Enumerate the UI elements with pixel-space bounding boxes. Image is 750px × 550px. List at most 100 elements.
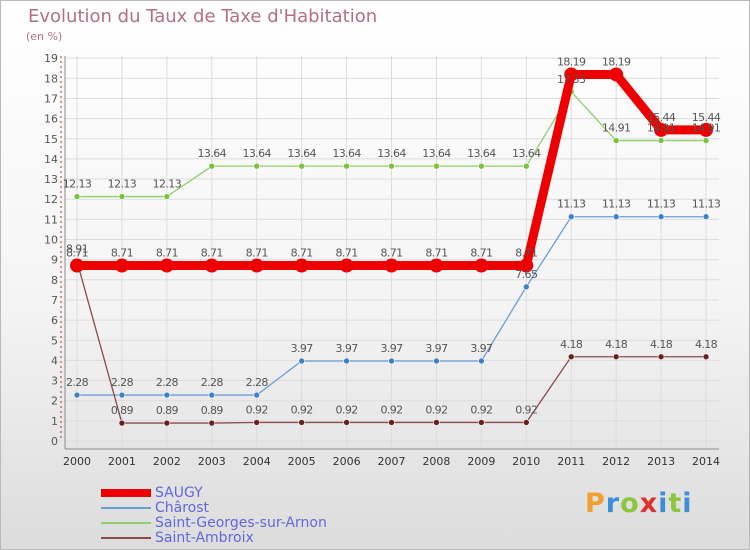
data-point xyxy=(163,193,171,200)
y-tick-label: 18 xyxy=(44,72,58,85)
data-point xyxy=(73,193,81,200)
data-point xyxy=(657,213,665,221)
chart-subtitle: (en %) xyxy=(26,30,63,43)
data-label: 14.91 xyxy=(692,122,721,135)
data-labels-charost: 2.28 2.28 2.28 2.28 2.28 3.97 3.97 3.97 3.97 3.97… xyxy=(66,198,722,389)
x-tick-label: 2014 xyxy=(692,455,720,468)
x-tick-label: 2006 xyxy=(333,455,361,468)
data-point xyxy=(657,137,665,144)
x-tick-label: 2000 xyxy=(63,455,91,468)
y-tick-label: 2 xyxy=(51,395,58,408)
data-label: 0.92 xyxy=(336,403,358,416)
y-tick-label: 7 xyxy=(51,294,58,307)
y-tick-label: 15 xyxy=(44,133,58,146)
proxiti-logo: Proxiti xyxy=(585,488,693,519)
x-tick-labels: 2000 2001 2002 2003 2004 2005 2006 2007 2008 2009… xyxy=(63,455,720,468)
data-label: 14.91 xyxy=(647,122,676,135)
logo-letter: P xyxy=(585,488,606,519)
series-charost xyxy=(73,213,710,399)
y-tick-label: 0 xyxy=(51,435,58,448)
data-point xyxy=(702,213,710,221)
data-point xyxy=(163,391,171,399)
data-label: 13.64 xyxy=(467,147,496,160)
y-tick-label: 1 xyxy=(51,415,58,428)
x-tick-label: 2004 xyxy=(243,455,271,468)
data-label: 8.71 xyxy=(515,246,537,259)
data-label: 0.92 xyxy=(380,403,402,416)
data-point xyxy=(567,213,575,221)
data-point xyxy=(474,258,489,273)
data-point xyxy=(564,67,579,82)
legend-swatch xyxy=(101,537,151,539)
x-tick-label: 2008 xyxy=(422,455,450,468)
y-tick-label: 12 xyxy=(44,193,58,206)
x-tick-label: 2009 xyxy=(467,455,495,468)
data-label: 3.97 xyxy=(470,342,493,355)
data-label: 8.71 xyxy=(111,246,133,259)
data-label: 3.97 xyxy=(336,342,359,355)
data-point xyxy=(253,162,261,170)
data-point xyxy=(118,391,126,399)
data-point xyxy=(478,162,485,170)
x-tick-label: 2011 xyxy=(557,455,585,468)
data-point xyxy=(343,162,350,170)
data-point xyxy=(612,213,620,221)
legend-label: Saint-Ambroix xyxy=(155,530,254,546)
data-label: 8.71 xyxy=(156,246,178,259)
data-label: 4.18 xyxy=(560,338,583,351)
data-point xyxy=(654,122,669,137)
data-label: 13.64 xyxy=(287,147,316,160)
y-tick-label: 6 xyxy=(51,314,58,327)
logo-letter: o xyxy=(620,488,640,519)
data-label: 15.44 xyxy=(647,111,676,124)
data-point xyxy=(114,258,129,273)
data-point xyxy=(429,258,444,273)
data-point xyxy=(163,419,171,427)
x-tick-label: 2005 xyxy=(288,455,316,468)
data-point xyxy=(118,419,126,427)
data-label: 0.92 xyxy=(425,403,447,416)
data-point xyxy=(433,357,440,365)
data-label: 12.13 xyxy=(63,178,92,191)
data-label: 13.64 xyxy=(422,147,451,160)
data-label: 0.89 xyxy=(111,404,134,417)
data-point xyxy=(249,258,264,273)
data-point xyxy=(699,122,714,137)
data-label: 2.28 xyxy=(111,376,134,389)
data-point xyxy=(388,419,395,426)
series-saint-ambroix xyxy=(73,258,710,427)
grid-lines xyxy=(65,56,719,449)
data-label: 7.65 xyxy=(515,268,538,281)
data-point xyxy=(519,258,534,273)
y-tick-label: 13 xyxy=(44,173,58,186)
data-label: 13.64 xyxy=(377,147,406,160)
data-label: 3.97 xyxy=(291,342,314,355)
data-labels-saint-ambroix: 8.91 0.89 0.89 0.89 0.92 0.92 0.92 0.92 0.92 0.92… xyxy=(66,242,718,417)
data-label: 15.44 xyxy=(692,111,721,124)
y-tick-label: 16 xyxy=(44,113,58,126)
data-point xyxy=(298,162,305,170)
data-label: 8.71 xyxy=(425,246,447,259)
data-point xyxy=(478,357,485,365)
data-point xyxy=(208,419,216,427)
data-label: 4.18 xyxy=(605,338,628,351)
data-point xyxy=(294,258,309,273)
data-label: 3.97 xyxy=(425,342,448,355)
data-point xyxy=(384,258,399,273)
data-labels-saint-georges-sur-arnon: 12.13 12.13 12.13 13.64 13.64 13.64 13.64 13.64… xyxy=(63,73,721,191)
data-label: 0.89 xyxy=(201,404,224,417)
data-label: 17.33 xyxy=(557,73,586,86)
data-point xyxy=(73,391,81,399)
data-point xyxy=(343,419,350,426)
data-label: 8.71 xyxy=(201,246,223,259)
y-tick-label: 9 xyxy=(51,254,58,267)
legend-swatch xyxy=(101,522,151,524)
data-point xyxy=(702,137,710,144)
y-tick-label: 8 xyxy=(51,274,58,287)
data-label: 2.28 xyxy=(201,376,224,389)
data-label: 13.64 xyxy=(198,147,227,160)
data-label: 8.71 xyxy=(291,246,313,259)
data-label: 0.92 xyxy=(246,403,268,416)
